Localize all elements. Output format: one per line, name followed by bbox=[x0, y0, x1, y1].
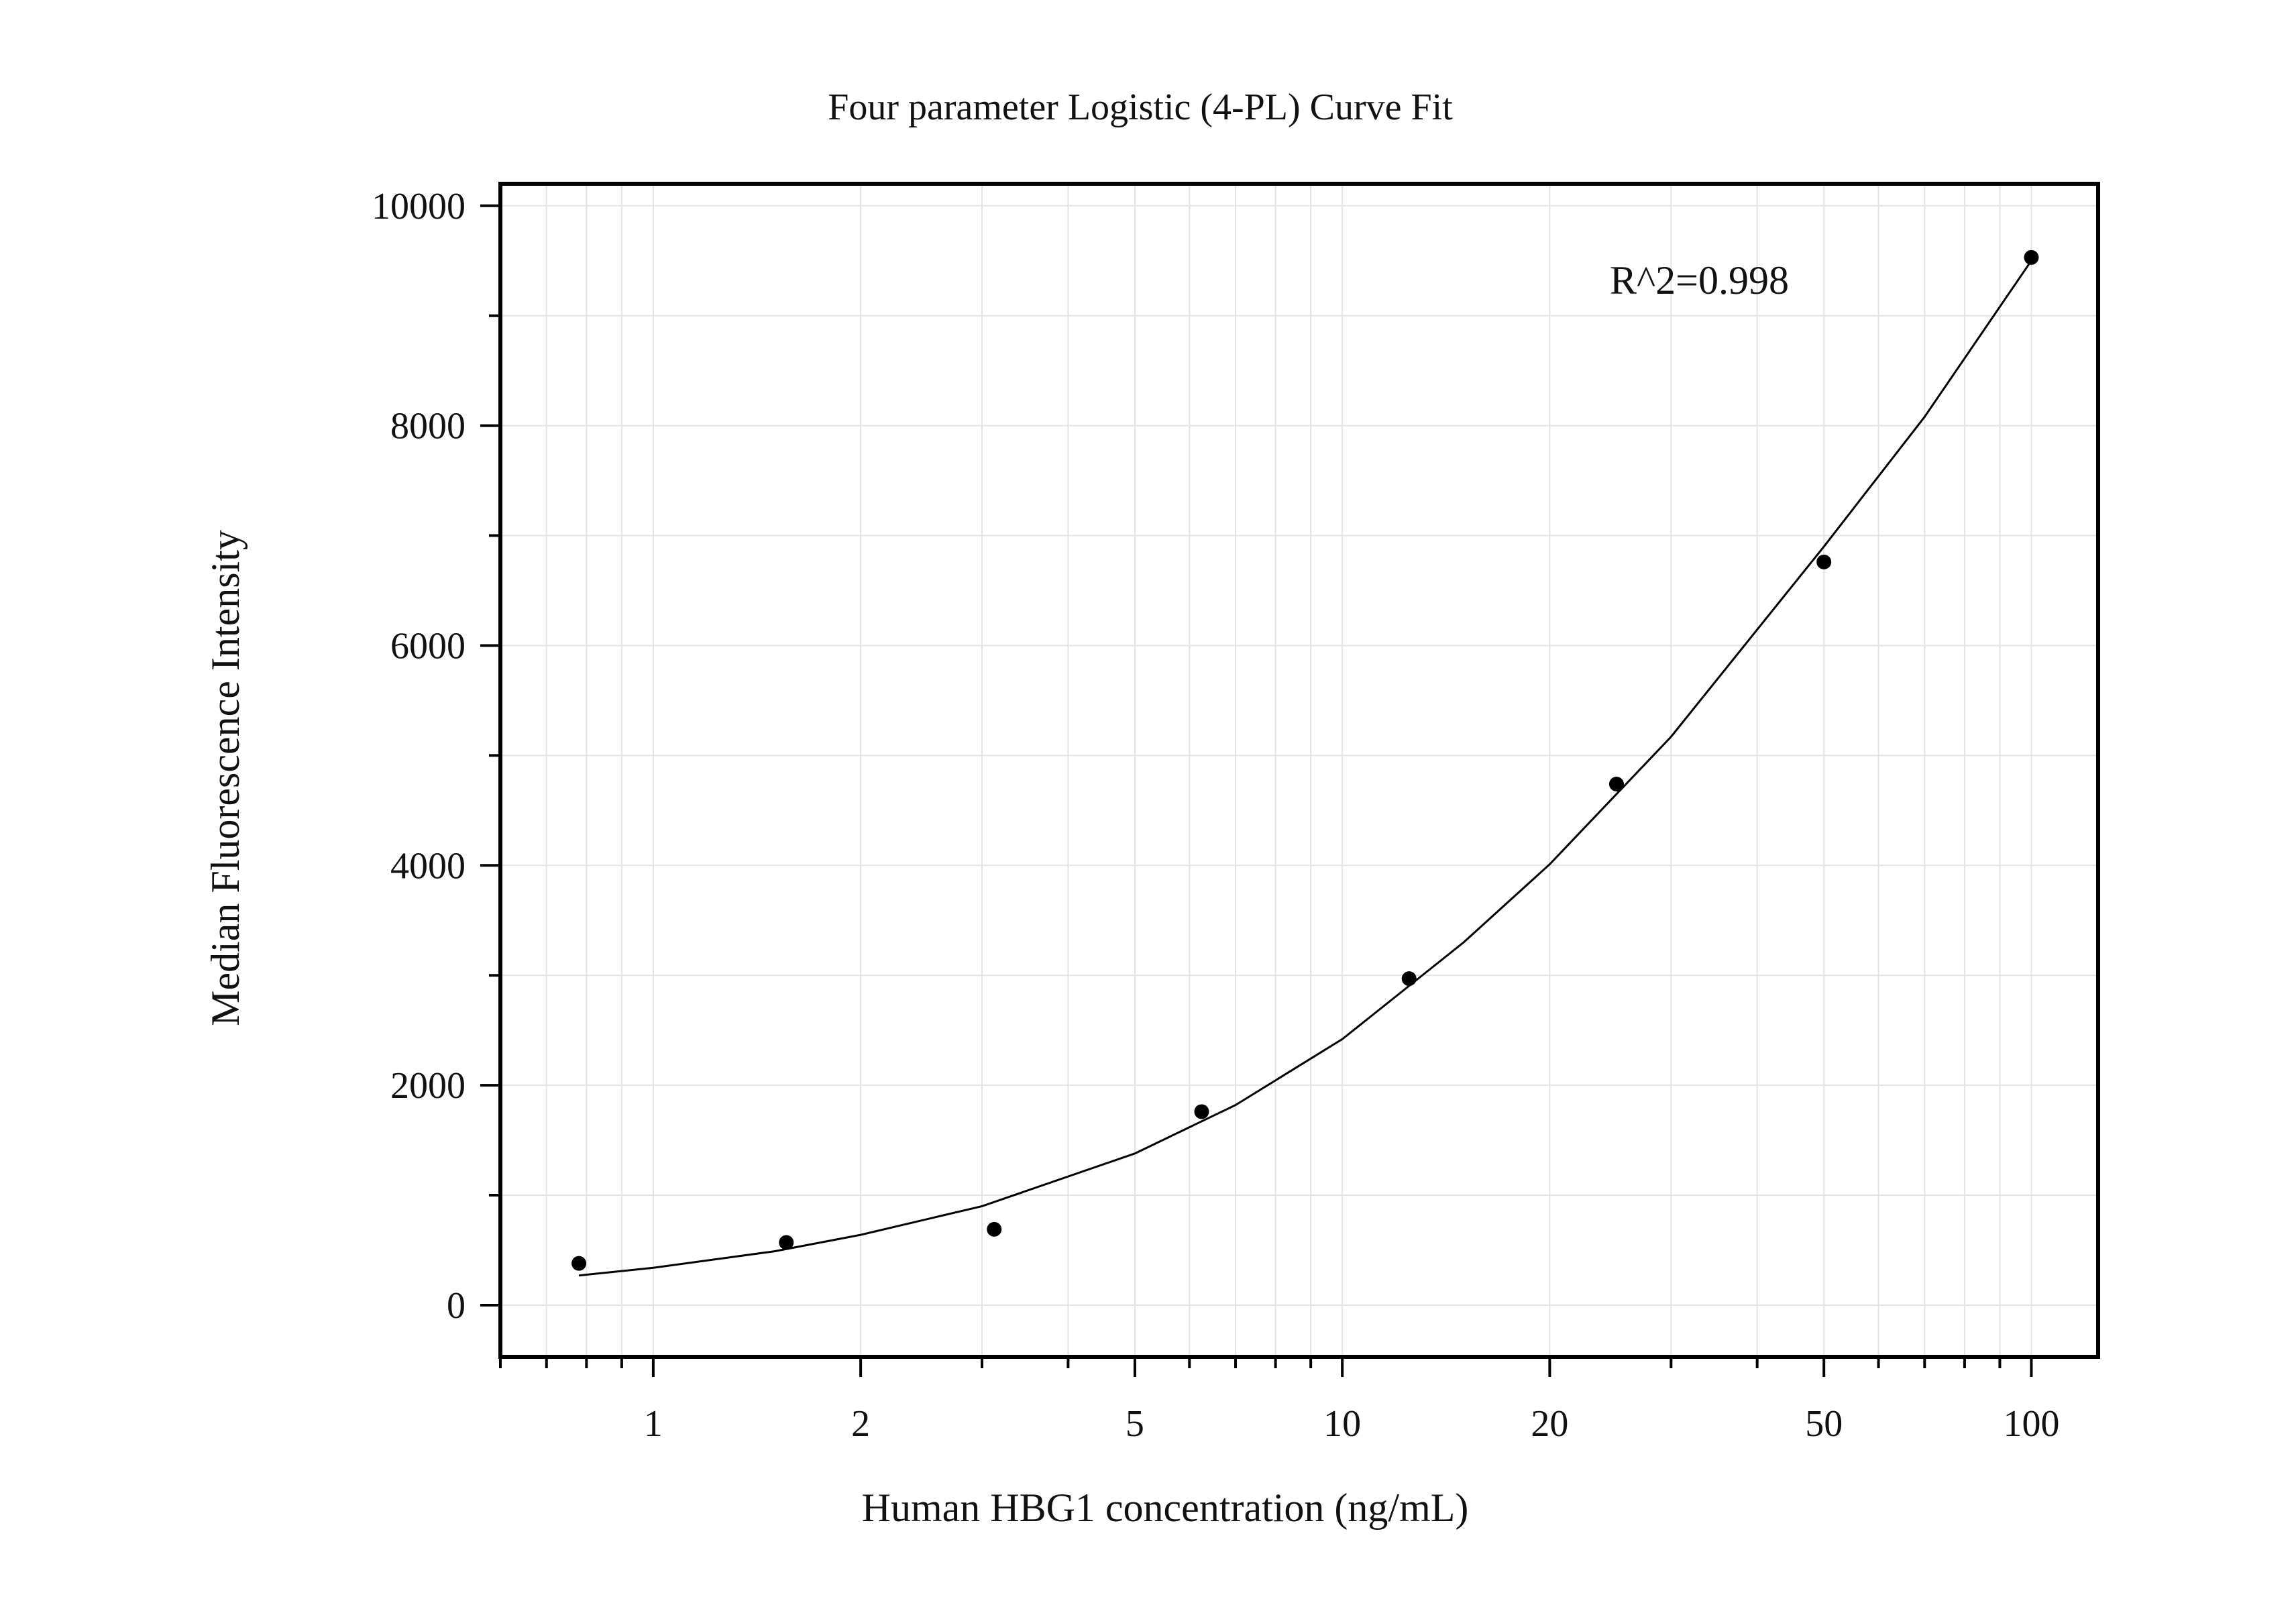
y-tick-label: 10000 bbox=[372, 186, 466, 227]
tick-labels: 1 2 5 10 20 50 100 0 2000 4000 6000 8000 10000 bbox=[372, 186, 2059, 1445]
data-point bbox=[987, 1221, 1002, 1237]
data-point bbox=[1194, 1104, 1209, 1119]
plot-frame-rect bbox=[498, 182, 2100, 1359]
x-tick-label: 5 bbox=[1126, 1403, 1144, 1445]
data-points-layer bbox=[571, 250, 2039, 1271]
y-tick-label: 6000 bbox=[390, 625, 466, 667]
data-point bbox=[571, 1256, 587, 1271]
fit-curve bbox=[578, 260, 2032, 1277]
x-tick-label: 10 bbox=[1323, 1403, 1361, 1445]
data-point bbox=[1816, 554, 1832, 569]
x-tick-label: 20 bbox=[1531, 1403, 1568, 1445]
y-tick-label: 0 bbox=[447, 1285, 466, 1327]
y-tick-label: 2000 bbox=[390, 1065, 466, 1107]
y-tick-label: 8000 bbox=[390, 406, 466, 447]
x-tick-label: 50 bbox=[1805, 1403, 1843, 1445]
data-point bbox=[2024, 250, 2039, 265]
data-point bbox=[779, 1235, 794, 1250]
r-squared-annotation: R^2=0.998 bbox=[1610, 258, 1789, 302]
x-tick-label: 1 bbox=[644, 1403, 663, 1445]
y-axis-title: Median Fluorescence Intensity bbox=[203, 530, 248, 1026]
x-tick-label: 100 bbox=[2003, 1403, 2059, 1445]
y-tick-label: 4000 bbox=[390, 845, 466, 887]
plot-frame bbox=[498, 182, 2100, 1359]
x-axis-title: Human HBG1 concentration (ng/mL) bbox=[862, 1486, 1469, 1530]
data-point bbox=[1608, 776, 1624, 791]
x-tick-label: 2 bbox=[851, 1403, 870, 1445]
data-point bbox=[1401, 971, 1417, 987]
chart-title: Four parameter Logistic (4-PL) Curve Fit bbox=[828, 87, 1453, 128]
axis-ticks bbox=[480, 204, 2033, 1377]
fit-curve-layer bbox=[578, 260, 2032, 1277]
grid bbox=[500, 184, 2098, 1357]
